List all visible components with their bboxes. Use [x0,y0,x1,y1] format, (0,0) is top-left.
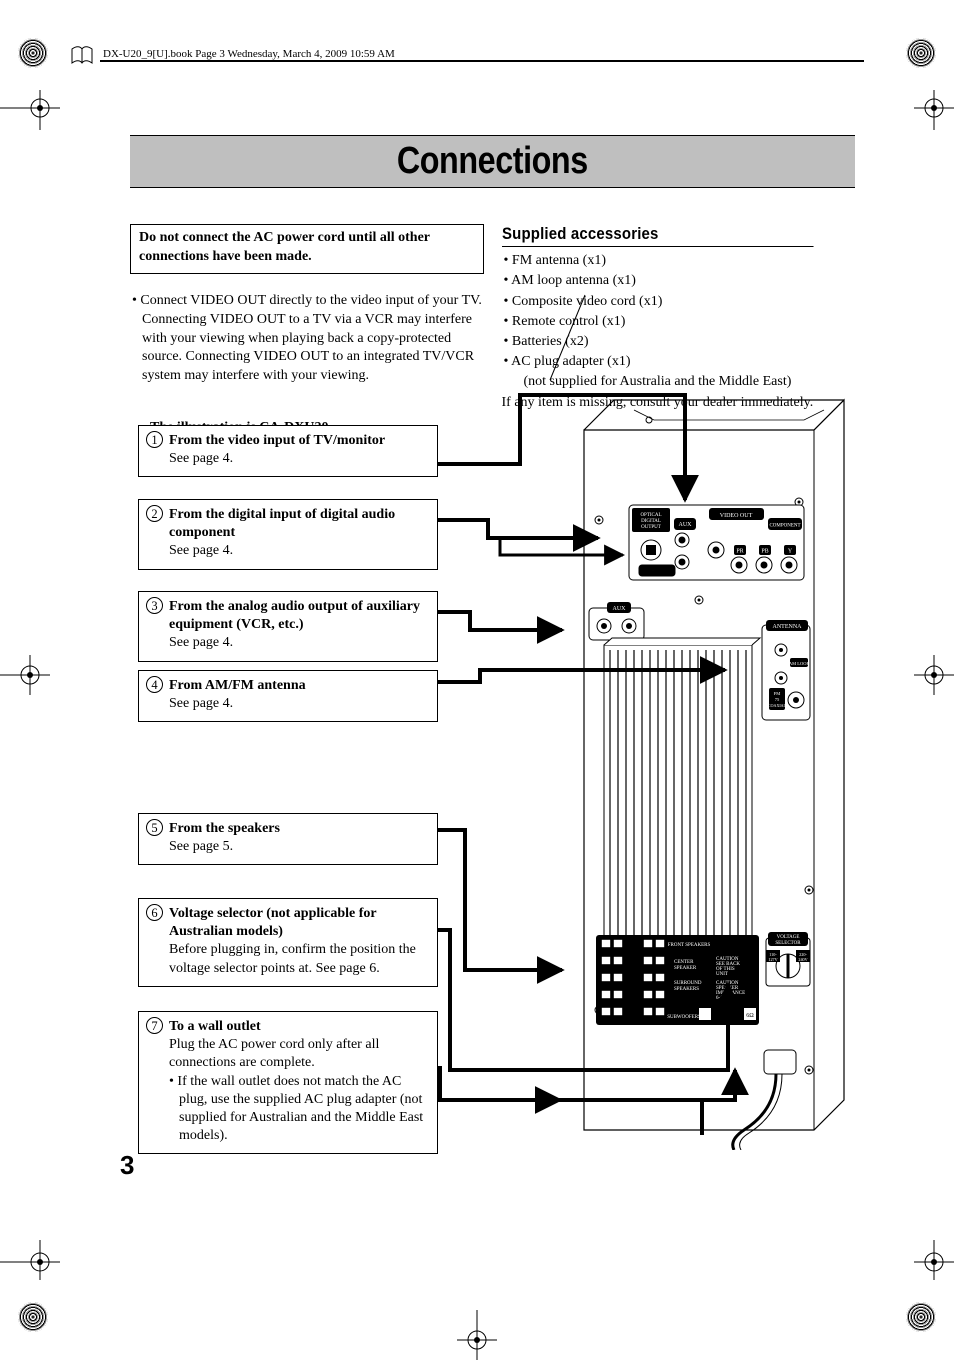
callout-number: 6 [146,904,163,921]
callout-desc: See page 4. [169,696,233,711]
accessory-item: AM loop antenna (x1) [502,271,856,291]
callout-title: From AM/FM antenna [169,678,306,693]
warning-box: Do not connect the AC power cord until a… [130,224,484,274]
page-number: 3 [120,1150,134,1181]
callout-desc: See page 4. [169,451,233,466]
callout-title: To a wall outlet [169,1019,261,1034]
crop-mark [0,1220,40,1260]
callout-bullet: If the wall outlet does not match the AC… [169,1073,427,1146]
callout-2: 2 From the digital input of digital audio… [138,499,438,570]
callout-desc: See page 5. [169,839,233,854]
crop-mark [0,655,40,695]
header-text: DX-U20_9[U].book Page 3 Wednesday, March… [103,48,395,60]
callout-number: 4 [146,676,163,693]
crop-mark [457,1310,497,1350]
callout-number: 2 [146,505,163,522]
callout-title: From the video input of TV/monitor [169,433,385,448]
book-icon [70,45,94,72]
callout-7: 7 To a wall outlet Plug the AC power cord … [138,1011,438,1154]
callout-number: 1 [146,431,163,448]
accessory-item: FM antenna (x1) [502,251,856,271]
callout-title: Voltage selector (not applicable for Aus… [169,906,376,939]
callout-number: 3 [146,597,163,614]
callout-desc: Plug the AC power cord only after all co… [169,1037,379,1070]
callout-title: From the speakers [169,821,280,836]
crop-mark [914,655,954,695]
callout-number: 5 [146,819,163,836]
registration-mark [906,1302,936,1332]
warning-text: Do not connect the AC power cord until a… [139,229,475,267]
registration-mark [906,38,936,68]
callout-desc: See page 4. [169,635,233,650]
callout-number: 7 [146,1017,163,1034]
callout-desc: See page 4. [169,543,233,558]
title-bar: Connections [130,135,855,188]
callout-4: 4 From AM/FM antenna See page 4. [138,670,438,722]
callout-title: From the digital input of digital audio … [169,507,395,540]
page-title: Connections [397,140,588,183]
registration-mark [18,38,48,68]
callout-6: 6 Voltage selector (not applicable for Au… [138,898,438,987]
callout-5: 5 From the speakers See page 5. [138,813,438,865]
callout-desc: Before plugging in, confirm the position… [169,942,416,975]
accessories-heading: Supplied accessories [502,224,813,247]
registration-mark [18,1302,48,1332]
callout-title: From the analog audio output of auxiliar… [169,599,420,632]
callout-3: 3 From the analog audio output of auxilia… [138,591,438,662]
header-rule [100,60,864,62]
crop-mark [0,90,40,130]
crop-mark [914,90,954,130]
crop-mark [914,1220,954,1260]
callout-1: 1 From the video input of TV/monitor See p… [138,425,438,477]
